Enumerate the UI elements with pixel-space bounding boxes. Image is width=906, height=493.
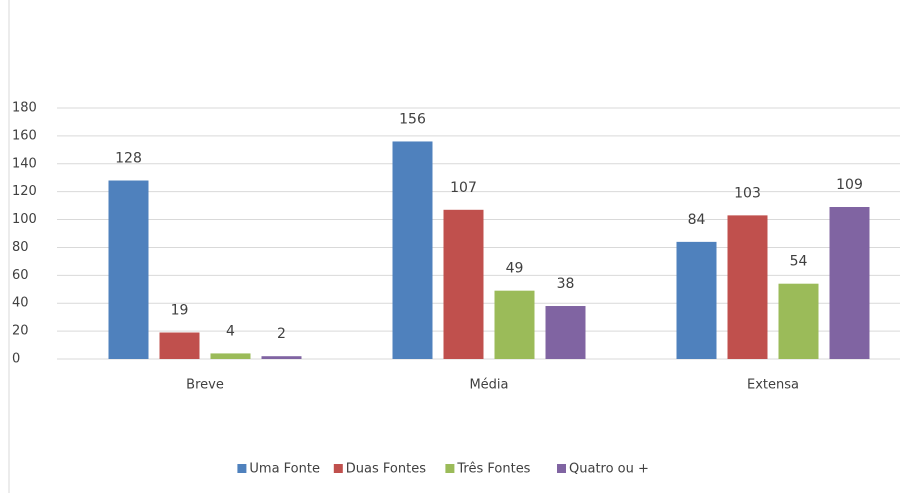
legend-swatch: [333, 464, 343, 473]
legend-label: Duas Fontes: [346, 462, 426, 477]
bar: [545, 306, 586, 359]
data-label: 19: [171, 303, 189, 319]
data-label: 38: [557, 276, 575, 292]
data-label: 109: [836, 177, 863, 193]
y-tick-label: 80: [12, 240, 29, 255]
data-label: 49: [506, 261, 524, 277]
bar: [443, 209, 484, 359]
legend-label: Uma Fonte: [249, 462, 320, 477]
bar: [676, 241, 717, 359]
legend-swatch: [557, 464, 566, 473]
y-tick-label: 120: [12, 184, 37, 199]
y-tick-label: 140: [12, 156, 37, 171]
x-tick-label: Média: [469, 378, 508, 393]
data-label: 4: [226, 323, 235, 339]
data-label: 156: [399, 111, 426, 127]
y-tick-label: 40: [12, 296, 29, 311]
bar: [727, 215, 768, 359]
y-tick-label: 160: [12, 128, 37, 143]
bar: [778, 283, 819, 359]
bar: [392, 141, 433, 359]
y-tick-label: 180: [12, 101, 37, 116]
data-label: 128: [115, 151, 142, 167]
data-label: 84: [688, 212, 706, 228]
x-tick-label: Breve: [186, 378, 224, 393]
y-tick-label: 0: [12, 352, 20, 367]
bar: [829, 207, 870, 359]
data-label: 103: [734, 185, 761, 201]
y-tick-label: 60: [12, 268, 29, 283]
x-tick-label: Extensa: [747, 378, 799, 393]
data-label: 54: [790, 254, 808, 270]
legend-swatch: [445, 464, 455, 473]
legend-label: Três Fontes: [456, 462, 530, 477]
y-tick-label: 20: [12, 324, 29, 339]
data-label: 107: [450, 180, 477, 196]
legend-swatch: [237, 464, 247, 473]
bar: [494, 290, 535, 359]
legend-label: Quatro ou +: [569, 462, 649, 477]
bar: [108, 180, 149, 359]
data-label: 2: [277, 326, 286, 342]
bar: [159, 332, 200, 359]
y-tick-label: 100: [12, 212, 37, 227]
bar: [261, 356, 302, 359]
bar: [210, 353, 251, 359]
